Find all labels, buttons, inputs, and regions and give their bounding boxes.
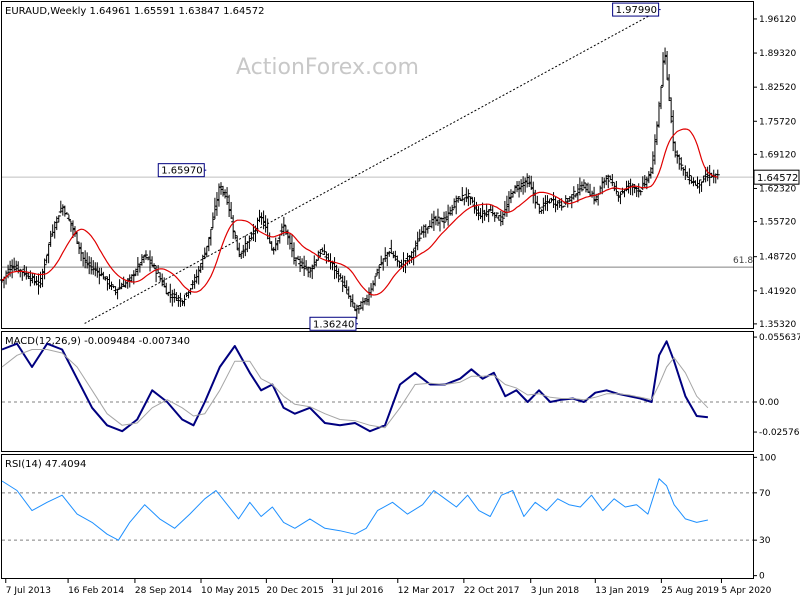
time-axis-label: 28 Sep 2014 bbox=[135, 586, 192, 596]
annotation-label: 1.97990 bbox=[616, 5, 657, 16]
indicator-series-line bbox=[1, 340, 709, 433]
price-panel-header: EURAUD,Weekly 1.64961 1.65591 1.63847 1.… bbox=[5, 6, 264, 17]
rsi-panel: 100 70 30 0 bbox=[1, 453, 776, 582]
trendline bbox=[84, 9, 661, 324]
indicator-axis-tick-label: 0.055637 bbox=[759, 333, 800, 343]
time-axis-label: 12 Mar 2017 bbox=[398, 586, 455, 596]
indicator-axis-tick-label: 30 bbox=[759, 536, 771, 546]
annotation-label: 1.36240 bbox=[313, 319, 354, 330]
time-axis-label: 25 Aug 2019 bbox=[661, 586, 719, 596]
price-axis-tick-label: 1.89320 bbox=[759, 49, 796, 59]
current-price-box bbox=[753, 169, 800, 185]
price-axis-tick-label: 1.82520 bbox=[759, 83, 796, 93]
time-axis-label: 3 Jun 2018 bbox=[531, 586, 580, 596]
time-axis: 7 Jul 2013 16 Feb 2014 28 Sep 2014 10 May 2… bbox=[5, 579, 772, 596]
time-axis-label: 22 Oct 2017 bbox=[464, 586, 520, 596]
fib-level-label: 61.8 bbox=[733, 256, 753, 266]
moving-average-line bbox=[1, 128, 718, 296]
annotation-box bbox=[309, 316, 357, 331]
time-axis-label: 7 Jul 2013 bbox=[6, 586, 51, 596]
ohlc-bars bbox=[0, 47, 720, 320]
time-axis-label: 5 Apr 2020 bbox=[721, 586, 771, 596]
price-axis-tick-label: 1.41920 bbox=[759, 287, 796, 297]
price-axis-tick-label: 1.48720 bbox=[759, 253, 796, 263]
indicator-series-line bbox=[1, 478, 709, 541]
time-axis-label: 10 May 2015 bbox=[201, 586, 260, 596]
indicator-series-line bbox=[1, 349, 709, 429]
price-axis-tick-label: 1.55720 bbox=[759, 218, 796, 228]
price-axis-tick-label: 1.96120 bbox=[759, 15, 796, 25]
indicator-axis-tick-label: 0 bbox=[759, 572, 765, 582]
rsi-panel-header: RSI(14) 47.4094 bbox=[5, 459, 86, 470]
time-axis-label: 20 Dec 2015 bbox=[266, 586, 324, 596]
annotation-box bbox=[157, 163, 205, 178]
indicator-axis-tick-label: 70 bbox=[759, 489, 771, 499]
annotation-box bbox=[612, 2, 660, 17]
price-panel: 61.8 1.65970 1.97990 1.36240 1.96120 1.89320 1… bbox=[0, 2, 800, 331]
current-price-label: 1.64572 bbox=[757, 173, 798, 184]
price-panel-frame bbox=[1, 1, 754, 329]
time-axis-label: 31 Jul 2016 bbox=[332, 586, 383, 596]
price-axis-tick-label: 1.62320 bbox=[759, 184, 796, 194]
annotation-label: 1.65970 bbox=[161, 166, 202, 177]
panel-borders bbox=[1, 1, 754, 579]
indicator-axis-tick-label: 0.00 bbox=[759, 398, 779, 408]
price-axis-tick-label: 1.75720 bbox=[759, 117, 796, 127]
watermark: ActionForex.com bbox=[236, 55, 419, 80]
macd-panel: 0.055637 0.00 -0.02576 bbox=[1, 333, 800, 438]
macd-panel-header: MACD(12,26,9) -0.009484 -0.007340 bbox=[5, 336, 190, 347]
time-axis-label: 16 Feb 2014 bbox=[68, 586, 124, 596]
price-axis-tick-label: 1.69120 bbox=[759, 150, 796, 160]
time-axis-label: 13 Jan 2019 bbox=[595, 586, 649, 596]
price-axis-tick-label: 1.35320 bbox=[759, 320, 796, 330]
rsi-panel-frame bbox=[1, 454, 754, 579]
macd-panel-frame bbox=[1, 331, 754, 452]
indicator-axis-tick-label: 100 bbox=[759, 453, 776, 463]
indicator-axis-tick-label: -0.02576 bbox=[759, 428, 800, 438]
